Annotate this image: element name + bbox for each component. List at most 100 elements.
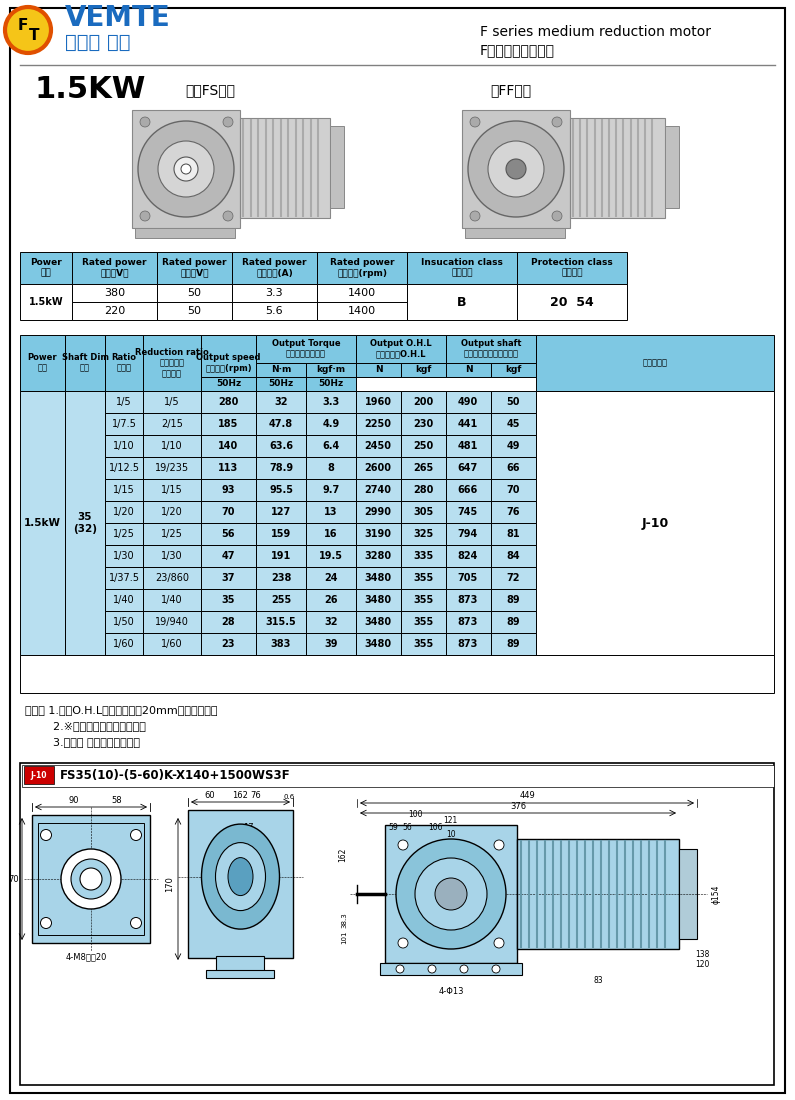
Bar (20, 390, 65, 654)
Bar (143, 522, 201, 544)
Text: 37: 37 (221, 573, 235, 583)
Bar (306, 478, 356, 500)
Bar (446, 588, 491, 610)
Bar (20, 252, 72, 284)
Text: 873: 873 (458, 617, 478, 627)
Text: 19/235: 19/235 (155, 463, 189, 473)
Text: 3.3: 3.3 (266, 288, 283, 298)
Text: Power
功率: Power 功率 (30, 258, 62, 277)
Circle shape (174, 157, 198, 182)
Bar (105, 610, 143, 632)
Circle shape (396, 839, 506, 949)
Text: 230: 230 (413, 419, 433, 429)
Bar (317, 302, 407, 320)
Bar (491, 478, 536, 500)
Text: Ratio
減速比: Ratio 減速比 (111, 353, 137, 373)
Text: 1/25: 1/25 (113, 529, 135, 539)
Text: T: T (29, 28, 39, 43)
Text: 1/25: 1/25 (161, 529, 183, 539)
Text: 794: 794 (458, 529, 478, 539)
Text: 1/20: 1/20 (161, 507, 183, 517)
Text: Protection class
防護等級: Protection class 防護等級 (531, 258, 613, 277)
Text: F: F (17, 18, 28, 33)
Bar (446, 390, 491, 412)
Bar (356, 522, 401, 544)
Text: 355: 355 (413, 573, 433, 583)
Circle shape (80, 868, 102, 890)
Bar (256, 478, 306, 500)
Bar (256, 566, 306, 588)
Text: 35
(32): 35 (32) (73, 513, 97, 534)
Bar (256, 544, 306, 566)
Bar (380, 962, 522, 975)
Text: B: B (457, 296, 467, 308)
Bar (356, 632, 401, 654)
Text: Rated power
額定轉速(rpm): Rated power 額定轉速(rpm) (330, 258, 394, 277)
Text: 220: 220 (104, 306, 125, 316)
Text: 50: 50 (506, 397, 520, 407)
Text: 81: 81 (506, 529, 520, 539)
Circle shape (158, 141, 214, 197)
Bar (256, 632, 306, 654)
Bar (401, 588, 446, 610)
Circle shape (223, 211, 233, 221)
Text: F series medium reduction motor: F series medium reduction motor (480, 25, 711, 39)
Bar (356, 336, 446, 363)
Text: kgf: kgf (506, 365, 522, 374)
Text: 1/10: 1/10 (113, 441, 135, 451)
Text: 1/15: 1/15 (113, 485, 135, 495)
Text: 100: 100 (408, 810, 422, 820)
Bar (385, 825, 517, 962)
Text: 76: 76 (506, 507, 520, 517)
Text: 32: 32 (274, 397, 288, 407)
Bar (105, 412, 143, 434)
Bar (72, 302, 157, 320)
Bar (306, 456, 356, 478)
Text: 39: 39 (324, 639, 338, 649)
Text: 16: 16 (324, 529, 338, 539)
Text: Rated power
頻率（V）: Rated power 頻率（V） (162, 258, 227, 277)
Bar (201, 412, 256, 434)
Bar (157, 302, 232, 320)
Bar (491, 456, 536, 478)
Bar (407, 252, 517, 284)
Text: 1.5KW: 1.5KW (35, 76, 146, 104)
Text: 2740: 2740 (364, 485, 391, 495)
Bar (356, 610, 401, 632)
Text: 72: 72 (506, 573, 520, 583)
Bar (232, 252, 317, 284)
Text: 1/37.5: 1/37.5 (108, 573, 139, 583)
Text: 95.5: 95.5 (269, 485, 293, 495)
Bar (201, 478, 256, 500)
Text: 1/5: 1/5 (116, 397, 132, 407)
Text: 101: 101 (341, 931, 347, 944)
Text: 35: 35 (221, 595, 235, 605)
Bar (517, 284, 627, 320)
Bar (401, 363, 446, 377)
Text: 1/12.5: 1/12.5 (108, 463, 139, 473)
Text: 1960: 1960 (364, 397, 391, 407)
Bar (401, 500, 446, 522)
Bar (72, 252, 157, 284)
Text: 70: 70 (9, 874, 19, 883)
Text: 2600: 2600 (364, 463, 391, 473)
Text: 745: 745 (458, 507, 478, 517)
Circle shape (41, 829, 52, 840)
Bar (356, 588, 401, 610)
Bar (306, 390, 356, 412)
Text: 83: 83 (593, 976, 603, 984)
Text: 140: 140 (218, 441, 238, 451)
Bar (679, 849, 697, 939)
Text: 66: 66 (506, 463, 520, 473)
Circle shape (435, 878, 467, 910)
Bar (401, 412, 446, 434)
Text: 19.5: 19.5 (319, 551, 343, 561)
Bar (491, 610, 536, 632)
Bar (201, 632, 256, 654)
Bar (206, 970, 274, 978)
Bar (446, 478, 491, 500)
Bar (105, 632, 143, 654)
Ellipse shape (201, 824, 280, 930)
Bar (143, 390, 201, 412)
Bar (143, 566, 201, 588)
